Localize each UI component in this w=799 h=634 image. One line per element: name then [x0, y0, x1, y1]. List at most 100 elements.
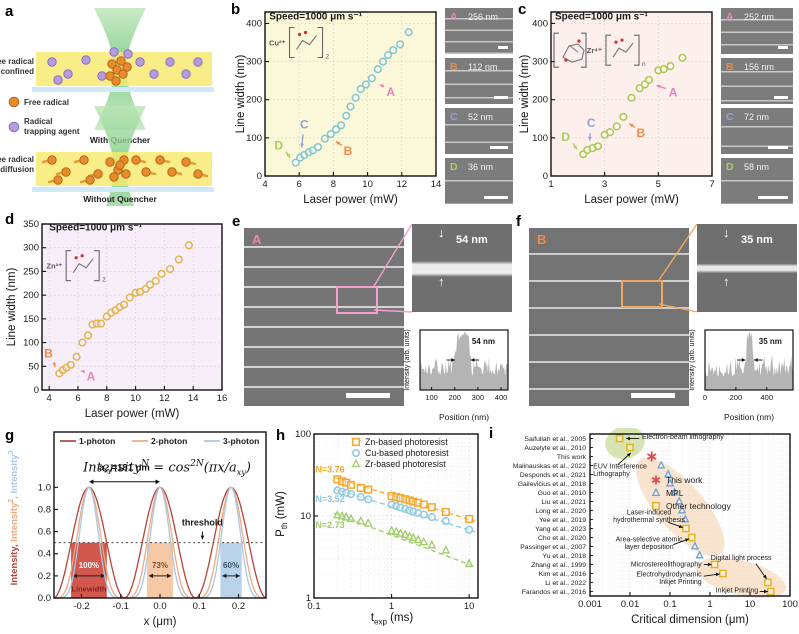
intensity-position-profile-b: 0 200 400 Position (nm) Intensity (arb. unit… [689, 329, 794, 422]
svg-text:300: 300 [472, 393, 485, 402]
svg-text:0.6: 0.6 [38, 527, 51, 538]
arrow-down-icon: ↓ [438, 225, 445, 240]
scale-bar [490, 145, 508, 149]
series-Zn-based photoresist [55, 241, 193, 378]
scale-bar [494, 95, 508, 99]
svg-text:Kim et al., 2016: Kim et al., 2016 [539, 571, 586, 578]
svg-text:300: 300 [532, 57, 548, 68]
svg-text:Laser power (mW): Laser power (mW) [85, 408, 180, 420]
substrate-line [32, 187, 214, 192]
svg-text:14: 14 [431, 179, 442, 190]
svg-text:Yee et al., 2019: Yee et al., 2019 [539, 517, 586, 524]
svg-text:B: B [344, 144, 353, 158]
svg-text:0.01: 0.01 [621, 599, 640, 610]
sem-strip-cell: B 156 nm [721, 58, 793, 104]
svg-text:12: 12 [397, 179, 408, 190]
svg-text:trapping agent: trapping agent [24, 127, 80, 136]
svg-text:N=2.73: N=2.73 [315, 520, 344, 530]
sem-size-value: 156 nm [744, 62, 775, 72]
svg-text:Line width (nm): Line width (nm) [6, 268, 18, 347]
panel-h-letter: h [276, 427, 286, 444]
svg-text:Saifullah et al., 2005: Saifullah et al., 2005 [524, 436, 586, 443]
svg-text:MPL: MPL [666, 488, 684, 498]
svg-text:Cho et al., 2020: Cho et al., 2020 [538, 535, 586, 542]
svg-text:A: A [386, 85, 395, 99]
sem-strip-cell: C 52 nm [445, 108, 513, 154]
svg-text:5: 5 [656, 179, 661, 190]
sem-label: C [726, 111, 734, 123]
panel-g-letter: g [5, 427, 15, 444]
svg-text:Free radical: Free radical [0, 155, 34, 164]
svg-text:hydrothermal synthesis: hydrothermal synthesis [613, 517, 685, 524]
scale-bar [498, 45, 508, 49]
svg-text:threshold: threshold [182, 518, 223, 528]
svg-text:1.0: 1.0 [38, 482, 51, 493]
sem-strip-cell: A 256 nm [445, 8, 513, 54]
panel-f: B ↓ 35 nm ↑ 0 200 400 Position (nm) Intensit… [515, 212, 799, 425]
linewidth-vs-power-chart-zn: 4 6 8 10 12 14 16 0 50 100 150 200 250 300 350 Laser po… [6, 219, 227, 420]
svg-text:C: C [300, 117, 309, 131]
svg-text:Auzelyte et al., 2010: Auzelyte et al., 2010 [524, 445, 586, 452]
svg-text:A: A [669, 86, 678, 100]
sem-strip-cell: B 112 nm [445, 58, 513, 104]
sem-marker-label: B [537, 232, 547, 247]
sem-size-value: 256 nm [468, 12, 499, 22]
svg-text:Electrohydrodynamic: Electrohydrodynamic [636, 571, 702, 578]
svg-text:1-photon: 1-photon [79, 436, 115, 446]
svg-text:200: 200 [730, 393, 743, 402]
svg-text:x (μm): x (μm) [144, 616, 177, 628]
svg-text:Critical dimension (μm): Critical dimension (μm) [631, 614, 749, 626]
zoom-region-box [336, 286, 378, 314]
sem-size-value: 58 nm [744, 162, 770, 172]
svg-text:0: 0 [703, 393, 707, 402]
svg-text:0.1: 0.1 [663, 599, 676, 610]
svg-text:Speed=1000 μm s⁻¹: Speed=1000 μm s⁻¹ [269, 12, 363, 23]
svg-text:Position (nm): Position (nm) [439, 412, 489, 422]
svg-text:Yang et al., 2023: Yang et al., 2023 [535, 526, 586, 533]
svg-text:Speed=1000 μm s⁻¹: Speed=1000 μm s⁻¹ [49, 223, 143, 234]
svg-text:10: 10 [745, 599, 756, 610]
pth-axis-label: Pth (mW) [274, 491, 290, 537]
svg-text:4: 4 [262, 179, 267, 190]
svg-text:300: 300 [246, 57, 262, 68]
svg-text:Liu et al., 2021: Liu et al., 2021 [541, 499, 586, 506]
svg-text:Free radical: Free radical [24, 98, 69, 107]
svg-text:-0.1: -0.1 [113, 601, 129, 612]
svg-text:Zr⁴⁺: Zr⁴⁺ [587, 46, 602, 55]
svg-text:Malinauskas et al., 2022: Malinauskas et al., 2022 [513, 463, 587, 470]
panel-e: A ↓ 54 nm ↑ 100 200 300 400 Position (nm) Int… [232, 212, 515, 425]
svg-text:8: 8 [104, 393, 109, 404]
arrow-down-icon: ↓ [723, 225, 730, 240]
svg-text:100%: 100% [79, 561, 99, 570]
svg-text:400: 400 [760, 393, 773, 402]
intensity-equation: IntensityN = cos2N(πx/axy) [83, 459, 251, 477]
g-y-axis-label: Intensity, Intensity2, Intensity3 [7, 450, 21, 586]
svg-text:Cu-based photoresist: Cu-based photoresist [365, 448, 449, 458]
svg-text:0.2: 0.2 [232, 601, 245, 612]
svg-text:0: 0 [543, 171, 548, 182]
sem-label: B [726, 61, 734, 73]
svg-text:200: 200 [246, 95, 262, 106]
svg-text:Intensity (arb. units): Intensity (arb. units) [689, 329, 696, 390]
svg-text:Radical: Radical [24, 117, 52, 126]
svg-text:200: 200 [532, 95, 548, 106]
svg-text:10: 10 [130, 393, 141, 404]
svg-text:Linewidth: Linewidth [71, 585, 106, 594]
panel-a-letter: a [5, 3, 14, 20]
svg-text:Electron-beam lithography: Electron-beam lithography [642, 434, 724, 441]
svg-text:Zhang et al., 1999: Zhang et al., 1999 [531, 562, 586, 569]
svg-text:layer deposition: layer deposition [625, 544, 674, 551]
svg-text:0.0: 0.0 [38, 593, 51, 604]
arrow-up-icon: ↑ [438, 274, 445, 289]
scale-bar [758, 195, 788, 199]
sem-strip-b: A 256 nm B 112 nm C 52 nm D 36 nm [445, 8, 513, 204]
panel-i-letter: i [489, 425, 494, 442]
svg-text:10: 10 [362, 179, 373, 190]
arrow-up-icon: ↑ [723, 274, 730, 289]
svg-text:EUV Interference: EUV Interference [593, 463, 647, 470]
svg-text:35 nm: 35 nm [759, 337, 782, 346]
svg-text:axy=181 nm: axy=181 nm [99, 463, 150, 475]
sem-size-value: 112 nm [468, 62, 498, 72]
svg-text:Speed=1000 μm s⁻¹: Speed=1000 μm s⁻¹ [555, 12, 649, 23]
